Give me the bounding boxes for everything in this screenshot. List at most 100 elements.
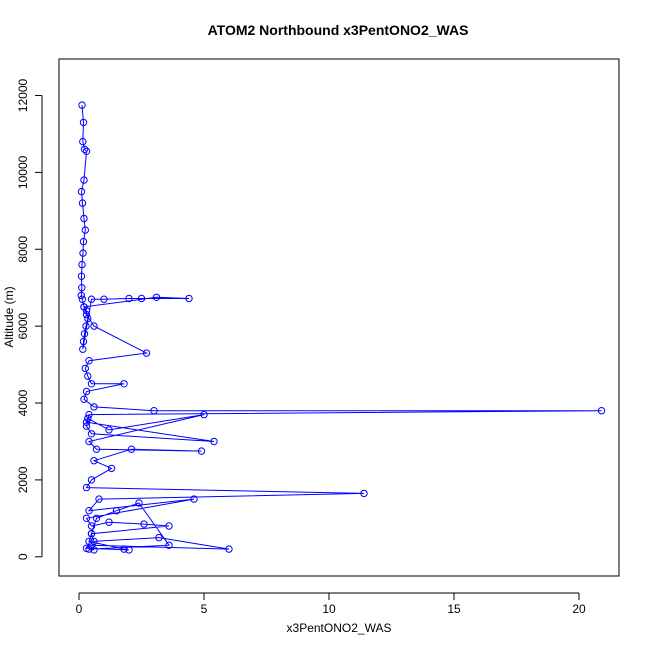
- y-axis: 0 2000 4000 6000 8000 10000 12000: [16, 79, 43, 560]
- data-point: [142, 349, 151, 357]
- series-layer: [77, 101, 606, 554]
- data-point: [200, 410, 208, 419]
- data-point: [80, 214, 88, 223]
- data-point: [80, 145, 89, 154]
- data-point: [135, 499, 143, 507]
- y-tick-label: 6000: [16, 312, 30, 339]
- data-point: [79, 137, 87, 146]
- chart-title: ATOM2 Northbound x3PentONO2_WAS: [208, 22, 469, 38]
- plot-frame: [58, 58, 620, 577]
- data-point: [82, 422, 91, 430]
- data-point: [90, 537, 98, 546]
- data-point: [95, 495, 103, 503]
- data-point: [190, 495, 198, 503]
- data-point: [137, 294, 146, 303]
- data-point: [84, 372, 92, 380]
- data-point: [82, 310, 91, 319]
- y-tick-label: 8000: [16, 236, 30, 263]
- y-tick-label: 12000: [16, 79, 30, 113]
- data-point: [90, 546, 98, 554]
- y-tick-label: 4000: [16, 389, 30, 416]
- data-point: [78, 284, 86, 292]
- data-point: [79, 118, 88, 127]
- data-point: [87, 530, 96, 538]
- y-axis-label: Altitude (m): [2, 286, 16, 347]
- x-tick-label: 0: [76, 602, 83, 616]
- data-point: [82, 514, 91, 522]
- data-point: [78, 199, 87, 207]
- data-point: [87, 476, 96, 484]
- data-point: [80, 330, 89, 338]
- data-point: [79, 345, 87, 353]
- x-axis: 0 5 10 15 20: [76, 592, 586, 616]
- data-point: [120, 545, 128, 553]
- data-point: [127, 445, 136, 453]
- data-point: [77, 187, 86, 196]
- data-point: [81, 364, 90, 373]
- data-point: [140, 520, 148, 528]
- data-point: [78, 260, 86, 269]
- data-point: [107, 464, 116, 473]
- data-point: [85, 437, 93, 446]
- series-line: [80, 105, 602, 551]
- data-point: [82, 483, 91, 492]
- data-point: [85, 537, 93, 546]
- y-tick-label: 0: [16, 553, 30, 560]
- data-point: [87, 295, 96, 303]
- data-point: [185, 294, 193, 303]
- data-point: [165, 522, 173, 530]
- x-tick-label: 5: [201, 602, 208, 616]
- data-point: [84, 314, 92, 323]
- data-point: [82, 322, 90, 330]
- x-axis-label: x3PentONO2_WAS: [287, 621, 392, 635]
- data-point: [80, 176, 88, 184]
- data-point: [155, 533, 163, 542]
- data-point: [84, 414, 92, 423]
- data-point: [120, 380, 128, 388]
- x-tick-label: 10: [322, 602, 336, 616]
- x-tick-label: 20: [572, 602, 586, 616]
- data-point: [87, 522, 96, 530]
- data-point: [360, 489, 368, 498]
- data-point: [80, 303, 88, 311]
- y-tick-label: 10000: [16, 155, 30, 189]
- data-point: [112, 507, 121, 515]
- data-point: [81, 226, 90, 234]
- data-point: [105, 426, 113, 434]
- data-point: [92, 445, 101, 453]
- data-point: [597, 407, 606, 415]
- data-point: [85, 507, 93, 515]
- data-point: [77, 272, 86, 280]
- data-point: [78, 101, 86, 109]
- data-point: [82, 387, 91, 396]
- data-point: [90, 322, 98, 330]
- data-point: [79, 237, 88, 246]
- data-point: [125, 294, 133, 303]
- data-point: [87, 380, 96, 388]
- data-point: [82, 307, 91, 315]
- data-point: [85, 357, 93, 365]
- data-point: [152, 293, 161, 301]
- data-point: [78, 295, 87, 303]
- data-point: [197, 447, 206, 455]
- data-point: [85, 545, 93, 553]
- data-point: [165, 541, 173, 549]
- data-point: [82, 147, 91, 156]
- data-point: [85, 410, 93, 419]
- data-point: [125, 546, 133, 554]
- data-point: [87, 430, 96, 438]
- data-point: [90, 403, 98, 411]
- x-tick-label: 15: [447, 602, 461, 616]
- data-point: [79, 249, 87, 257]
- data-point: [77, 291, 86, 300]
- data-point: [150, 407, 158, 415]
- data-point: [210, 437, 218, 446]
- y-tick-label: 2000: [16, 466, 30, 493]
- data-point: [82, 418, 91, 426]
- data-point: [80, 395, 88, 403]
- data-point: [105, 518, 113, 526]
- data-point: [225, 545, 233, 553]
- data-point: [92, 514, 101, 522]
- data-point: [79, 337, 88, 346]
